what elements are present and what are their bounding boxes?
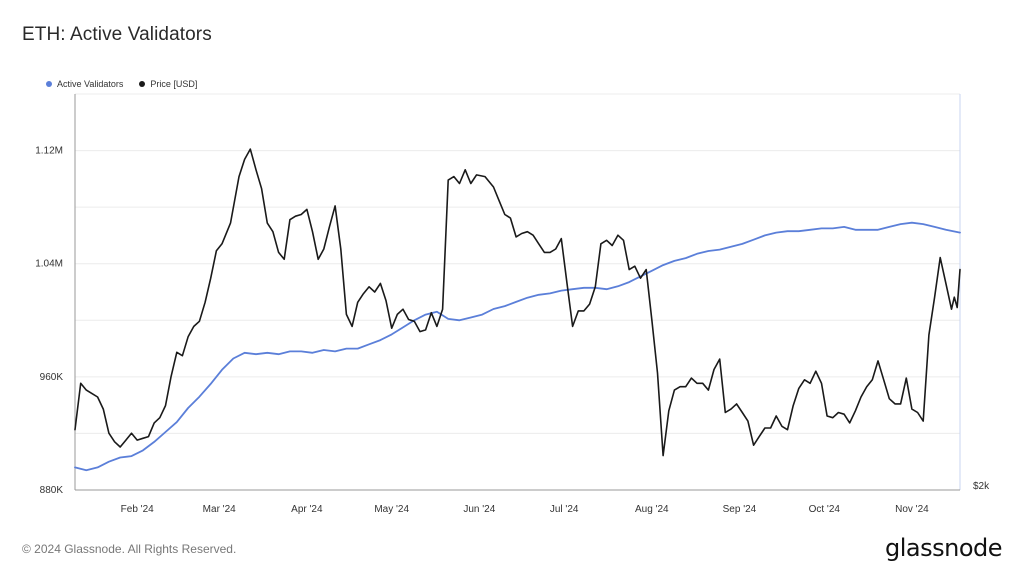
y-tick-label: 1.04M: [35, 259, 63, 270]
legend-dot-icon: [46, 81, 52, 87]
x-tick-label: Aug '24: [635, 504, 669, 515]
legend-label: Active Validators: [57, 79, 124, 89]
legend: Active Validators Price [USD]: [46, 79, 197, 89]
x-tick-label: Feb '24: [121, 504, 154, 515]
brand-logo: glassnode: [884, 534, 1003, 562]
y-right-label: $2k: [973, 481, 990, 492]
y-tick-label: 880K: [40, 485, 64, 496]
legend-item-price[interactable]: Price [USD]: [139, 79, 197, 89]
x-tick-label: Oct '24: [809, 504, 841, 515]
x-tick-label: Sep '24: [723, 504, 757, 515]
x-tick-label: Apr '24: [291, 504, 323, 515]
copyright-text: © 2024 Glassnode. All Rights Reserved.: [22, 542, 237, 556]
y-tick-label: 960K: [40, 372, 64, 383]
x-tick-label: Mar '24: [203, 504, 236, 515]
y-tick-label: 1.12M: [35, 146, 63, 157]
legend-label: Price [USD]: [150, 79, 198, 89]
x-tick-label: Jun '24: [463, 504, 495, 515]
x-tick-label: Jul '24: [550, 504, 579, 515]
legend-dot-icon: [139, 81, 146, 87]
x-tick-label: Nov '24: [895, 504, 929, 515]
price-line: [74, 148, 961, 457]
legend-item-active-validators[interactable]: Active Validators: [46, 79, 123, 89]
active-validators-line: [74, 221, 961, 472]
chart-title: ETH: Active Validators: [22, 24, 212, 45]
x-tick-label: May '24: [374, 504, 409, 515]
